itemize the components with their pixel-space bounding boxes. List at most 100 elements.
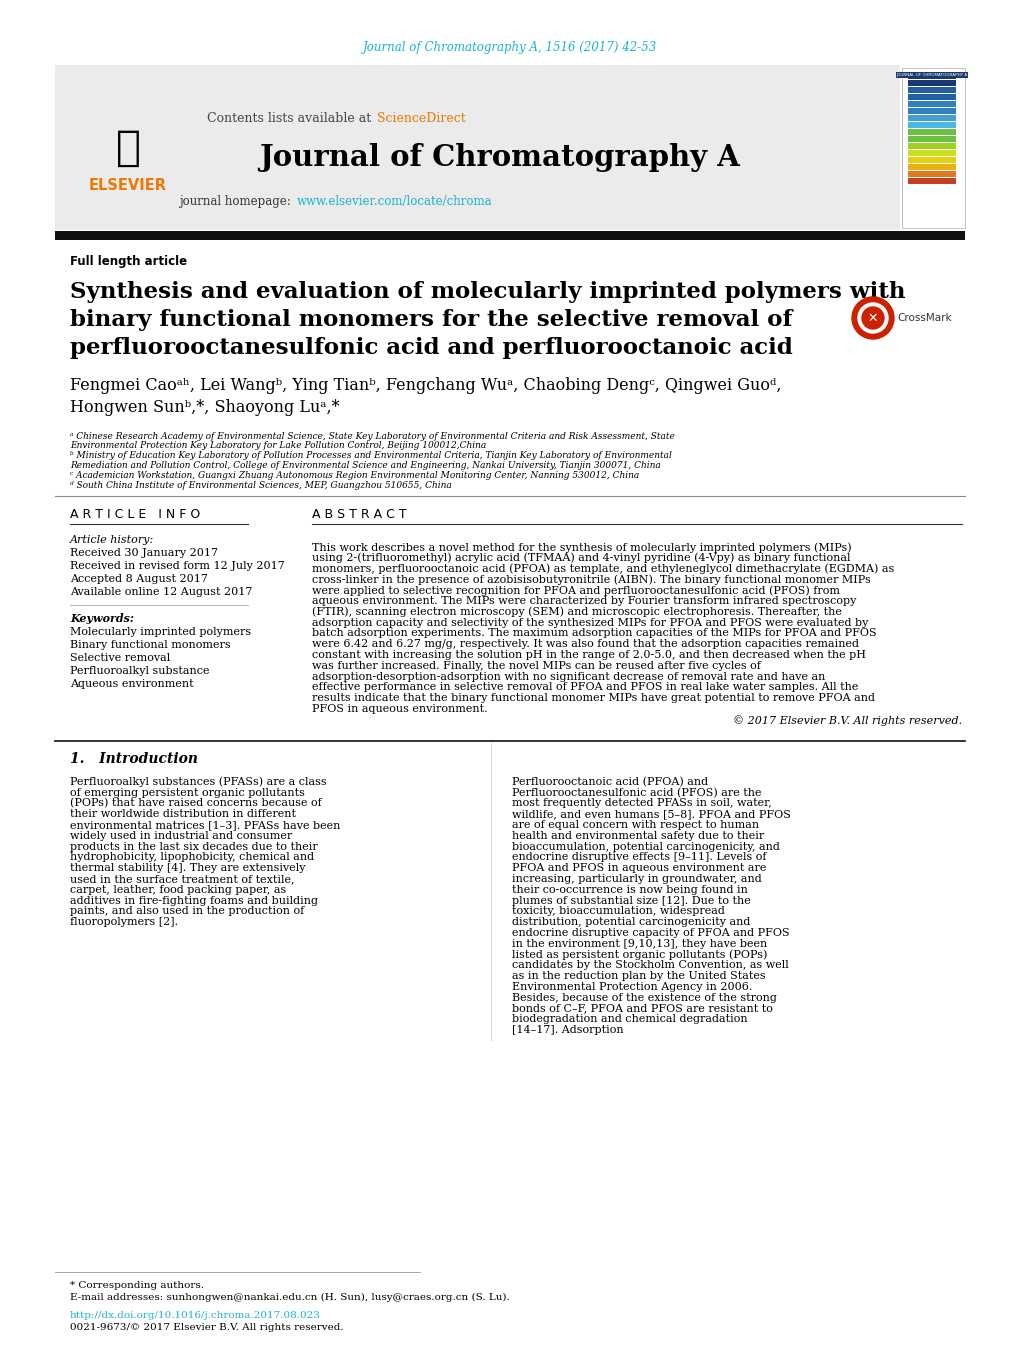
Text: ᶜ Academician Workstation, Guangxi Zhuang Autonomous Region Environmental Monito: ᶜ Academician Workstation, Guangxi Zhuan… [70,471,639,480]
Text: JOURNAL OF CHROMATOGRAPHY A: JOURNAL OF CHROMATOGRAPHY A [896,73,967,77]
Text: their worldwide distribution in different: their worldwide distribution in differen… [70,809,296,819]
Text: Perfluorooctanoic acid (PFOA) and: Perfluorooctanoic acid (PFOA) and [512,777,707,788]
Text: ᵃ Chinese Research Academy of Environmental Science, State Key Laboratory of Env: ᵃ Chinese Research Academy of Environmen… [70,432,675,440]
Text: listed as persistent organic pollutants (POPs): listed as persistent organic pollutants … [512,950,766,961]
Text: Keywords:: Keywords: [70,613,133,624]
Text: distribution, potential carcinogenicity and: distribution, potential carcinogenicity … [512,917,750,927]
Text: 0021-9673/© 2017 Elsevier B.V. All rights reserved.: 0021-9673/© 2017 Elsevier B.V. All right… [70,1324,343,1332]
Text: are of equal concern with respect to human: are of equal concern with respect to hum… [512,820,758,830]
Bar [907,115,955,122]
Text: biodegradation and chemical degradation: biodegradation and chemical degradation [512,1015,747,1024]
Text: ScienceDirect: ScienceDirect [377,112,466,124]
Bar [907,163,955,170]
Bar [907,122,955,128]
Text: were applied to selective recognition for PFOA and perfluorooctanesulfonic acid : were applied to selective recognition fo… [312,585,840,596]
Text: products in the last six decades due to their: products in the last six decades due to … [70,842,318,851]
Text: Selective removal: Selective removal [70,653,170,663]
Text: aqueous environment. The MIPs were characterized by Fourier transform infrared s: aqueous environment. The MIPs were chara… [312,596,856,607]
Bar [907,150,955,155]
Text: additives in fire-fighting foams and building: additives in fire-fighting foams and bui… [70,896,318,905]
Text: paints, and also used in the production of: paints, and also used in the production … [70,907,304,916]
Text: Perfluoroalkyl substances (PFASs) are a class: Perfluoroalkyl substances (PFASs) are a … [70,777,326,788]
Text: using 2-(trifluoromethyl) acrylic acid (TFMAA) and 4-vinyl pyridine (4-Vpy) as b: using 2-(trifluoromethyl) acrylic acid (… [312,553,850,563]
Text: adsorption-desorption-adsorption with no significant decrease of removal rate an: adsorption-desorption-adsorption with no… [312,671,824,682]
Text: CrossMark: CrossMark [896,313,951,323]
Text: of emerging persistent organic pollutants: of emerging persistent organic pollutant… [70,788,305,797]
Text: Binary functional monomers: Binary functional monomers [70,640,230,650]
Text: Full length article: Full length article [70,255,186,269]
Text: perfluorooctanesulfonic acid and perfluorooctanoic acid: perfluorooctanesulfonic acid and perfluo… [70,336,792,359]
Text: Journal of Chromatography A, 1516 (2017) 42-53: Journal of Chromatography A, 1516 (2017)… [363,42,656,54]
Bar [55,65,899,230]
Text: Aqueous environment: Aqueous environment [70,680,194,689]
Text: candidates by the Stockholm Convention, as well: candidates by the Stockholm Convention, … [512,961,788,970]
Text: as in the reduction plan by the United States: as in the reduction plan by the United S… [512,971,765,981]
Bar [907,170,955,177]
Circle shape [857,303,888,332]
Bar [907,108,955,113]
Text: ᵈ South China Institute of Environmental Sciences, MEP, Guangzhou 510655, China: ᵈ South China Institute of Environmental… [70,481,451,490]
Bar [907,80,955,86]
Text: used in the surface treatment of textile,: used in the surface treatment of textile… [70,874,294,884]
Text: E-mail addresses: sunhongwen@nankai.edu.cn (H. Sun), lusy@craes.org.cn (S. Lu).: E-mail addresses: sunhongwen@nankai.edu.… [70,1293,510,1301]
Text: (FTIR), scanning electron microscopy (SEM) and microscopic electrophoresis. Ther: (FTIR), scanning electron microscopy (SE… [312,607,841,617]
Text: was further increased. Finally, the novel MIPs can be reused after five cycles o: was further increased. Finally, the nove… [312,661,760,671]
Text: health and environmental safety due to their: health and environmental safety due to t… [512,831,763,840]
Text: were 6.42 and 6.27 mg/g, respectively. It was also found that the adsorption cap: were 6.42 and 6.27 mg/g, respectively. I… [312,639,858,650]
Text: http://dx.doi.org/10.1016/j.chroma.2017.08.023: http://dx.doi.org/10.1016/j.chroma.2017.… [70,1312,321,1320]
Text: wildlife, and even humans [5–8]. PFOA and PFOS: wildlife, and even humans [5–8]. PFOA an… [512,809,790,819]
Text: Hongwen Sunᵇ,*, Shaoyong Luᵃ,*: Hongwen Sunᵇ,*, Shaoyong Luᵃ,* [70,400,339,416]
Text: [14–17]. Adsorption: [14–17]. Adsorption [512,1025,623,1035]
Text: Environmental Protection Key Laboratory for Lake Pollution Control, Beijing 1000: Environmental Protection Key Laboratory … [70,440,486,450]
Text: journal homepage:: journal homepage: [179,196,294,208]
Text: effective performance in selective removal of PFOA and PFOS in real lake water s: effective performance in selective remov… [312,682,858,693]
Text: A R T I C L E   I N F O: A R T I C L E I N F O [70,508,200,520]
Text: Journal of Chromatography A: Journal of Chromatography A [259,143,740,173]
Text: fluoropolymers [2].: fluoropolymers [2]. [70,917,178,927]
Text: environmental matrices [1–3]. PFASs have been: environmental matrices [1–3]. PFASs have… [70,820,340,830]
Text: 1.   Introduction: 1. Introduction [70,751,198,766]
Text: widely used in industrial and consumer: widely used in industrial and consumer [70,831,292,840]
Text: ᵇ Ministry of Education Key Laboratory of Pollution Processes and Environmental : ᵇ Ministry of Education Key Laboratory o… [70,451,672,461]
Text: Besides, because of the existence of the strong: Besides, because of the existence of the… [512,993,776,1002]
Text: Perfluorooctanesulfonic acid (PFOS) are the: Perfluorooctanesulfonic acid (PFOS) are … [512,788,761,798]
Text: Synthesis and evaluation of molecularly imprinted polymers with: Synthesis and evaluation of molecularly … [70,281,905,303]
Circle shape [851,297,893,339]
Text: binary functional monomers for the selective removal of: binary functional monomers for the selec… [70,309,792,331]
Text: www.elsevier.com/locate/chroma: www.elsevier.com/locate/chroma [297,196,492,208]
Text: their co-occurrence is now being found in: their co-occurrence is now being found i… [512,885,747,894]
Text: carpet, leather, food packing paper, as: carpet, leather, food packing paper, as [70,885,286,894]
Text: (POPs) that have raised concerns because of: (POPs) that have raised concerns because… [70,798,321,809]
Bar [907,157,955,163]
Text: plumes of substantial size [12]. Due to the: plumes of substantial size [12]. Due to … [512,896,750,905]
Text: ✕: ✕ [867,312,877,324]
Text: A B S T R A C T: A B S T R A C T [312,508,407,520]
Text: Available online 12 August 2017: Available online 12 August 2017 [70,586,252,597]
Text: Fengmei Caoᵃʰ, Lei Wangᵇ, Ying Tianᵇ, Fengchang Wuᵃ, Chaobing Dengᶜ, Qingwei Guo: Fengmei Caoᵃʰ, Lei Wangᵇ, Ying Tianᵇ, Fe… [70,377,781,393]
Text: constant with increasing the solution pH in the range of 2.0-5.0, and then decre: constant with increasing the solution pH… [312,650,865,661]
Bar [907,100,955,107]
Text: hydrophobicity, lipophobicity, chemical and: hydrophobicity, lipophobicity, chemical … [70,852,314,862]
Text: Received 30 January 2017: Received 30 January 2017 [70,549,218,558]
Text: Remediation and Pollution Control, College of Environmental Science and Engineer: Remediation and Pollution Control, Colle… [70,461,660,470]
Text: most frequently detected PFASs in soil, water,: most frequently detected PFASs in soil, … [512,798,771,808]
Text: Perfluoroalkyl substance: Perfluoroalkyl substance [70,666,209,676]
Bar [907,135,955,142]
Bar [907,177,955,184]
Bar [907,128,955,135]
Text: Molecularly imprinted polymers: Molecularly imprinted polymers [70,627,251,638]
Text: increasing, particularly in groundwater, and: increasing, particularly in groundwater,… [512,874,761,884]
Text: Contents lists available at: Contents lists available at [207,112,375,124]
Text: 🌲: 🌲 [115,127,141,169]
Bar [907,86,955,93]
Circle shape [861,307,883,330]
Bar [907,93,955,100]
Text: batch adsorption experiments. The maximum adsorption capacities of the MIPs for : batch adsorption experiments. The maximu… [312,628,875,639]
Text: PFOS in aqueous environment.: PFOS in aqueous environment. [312,704,487,713]
Text: Environmental Protection Agency in 2006.: Environmental Protection Agency in 2006. [512,982,752,992]
Text: monomers, perfluorooctanoic acid (PFOA) as template, and ethyleneglycol dimethac: monomers, perfluorooctanoic acid (PFOA) … [312,563,894,574]
Bar [901,68,964,228]
Text: ELSEVIER: ELSEVIER [89,177,167,192]
Text: adsorption capacity and selectivity of the synthesized MIPs for PFOA and PFOS we: adsorption capacity and selectivity of t… [312,617,867,628]
Text: Accepted 8 August 2017: Accepted 8 August 2017 [70,574,208,584]
